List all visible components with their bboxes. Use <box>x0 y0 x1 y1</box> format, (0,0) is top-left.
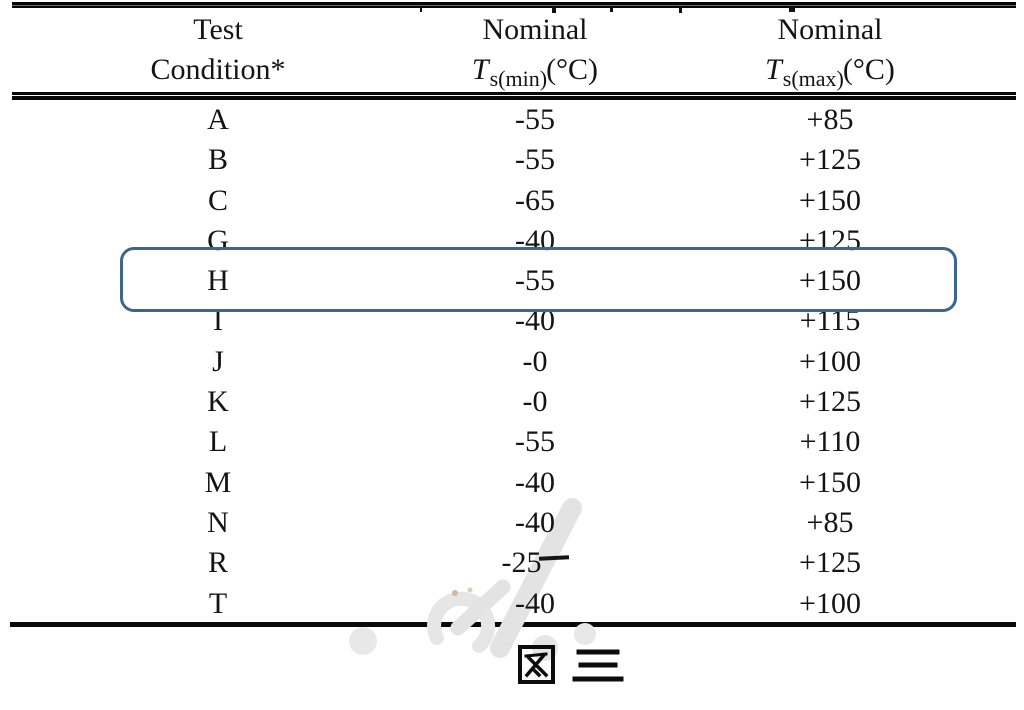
tmin-cell: -55 <box>515 143 555 177</box>
tmax-cell: +125 <box>799 223 861 257</box>
table-row: R -25 +125 <box>0 543 1024 583</box>
tmax-cell: +125 <box>799 385 861 419</box>
condition-cell: C <box>207 183 228 217</box>
condition-cell: L <box>208 425 228 459</box>
table-body: A -55 +85 B -55 +125 C -65 +150 G -40 +125 H -55 +150 I… <box>0 100 1024 624</box>
header-test-line2: Condition* <box>150 53 286 86</box>
overbar-mark <box>538 555 569 562</box>
tmax-cell: +150 <box>799 264 861 298</box>
header-tmin-symbol: Ts(min)(°C) <box>471 53 599 91</box>
header-tmin-line1: Nominal <box>482 13 588 46</box>
tmin-cell: -0 <box>522 344 548 378</box>
tmax-cell: +150 <box>799 465 861 499</box>
tmax-cell: +110 <box>799 425 861 459</box>
table-row: N -40 +85 <box>0 503 1024 543</box>
header-separator-double-rule <box>12 92 1016 100</box>
table-top-border <box>12 2 1016 8</box>
figure-caption: 图 三 <box>515 642 625 688</box>
table-row: H -55 +150 <box>0 261 1024 301</box>
condition-cell: N <box>207 505 229 539</box>
header-tmax-symbol: Ts(max)(°C) <box>765 53 895 91</box>
table-row: C -65 +150 <box>0 181 1024 221</box>
table-row: T -40 +100 <box>0 584 1024 624</box>
tmin-cell: -55 <box>515 103 555 136</box>
tmax-cell: +100 <box>799 344 861 378</box>
condition-cell: J <box>212 344 224 378</box>
tmin-cell: -65 <box>515 183 555 217</box>
header-tmax-line1: Nominal <box>777 13 883 46</box>
table-header: Test Nominal Nominal Condition* Ts(min)(… <box>0 10 1024 91</box>
tmax-cell: +150 <box>799 183 861 217</box>
condition-cell: I <box>213 304 223 338</box>
table-row: L -55 +110 <box>0 422 1024 462</box>
tmin-cell: -40 <box>515 223 555 257</box>
table-row: K -0 +125 <box>0 382 1024 422</box>
highlight-box-row-h <box>120 247 957 312</box>
header-test-line1: Test <box>193 13 243 46</box>
condition-cell: H <box>207 264 229 298</box>
tmax-cell: +100 <box>799 586 861 620</box>
tmax-cell: +125 <box>799 546 861 580</box>
tmin-cell: -40 <box>515 465 555 499</box>
tmin-cell: -55 <box>515 425 555 459</box>
tmax-cell: +125 <box>799 143 861 177</box>
condition-cell: A <box>207 103 229 136</box>
table-row: J -0 +100 <box>0 342 1024 382</box>
tmin-cell: -0 <box>522 385 548 419</box>
figure-caption-glyphs <box>518 645 624 684</box>
condition-cell: R <box>207 546 228 580</box>
table-row: B -55 +125 <box>0 140 1024 180</box>
condition-cell: K <box>207 385 229 419</box>
table-row: A -55 +85 <box>0 100 1024 140</box>
tmax-cell: +85 <box>806 505 854 539</box>
tmin-cell: -55 <box>515 264 555 298</box>
condition-cell: B <box>207 143 228 177</box>
condition-cell: T <box>208 586 228 620</box>
tmax-cell: +85 <box>806 103 854 136</box>
table-row: M -40 +150 <box>0 463 1024 503</box>
condition-cell: M <box>204 465 232 499</box>
